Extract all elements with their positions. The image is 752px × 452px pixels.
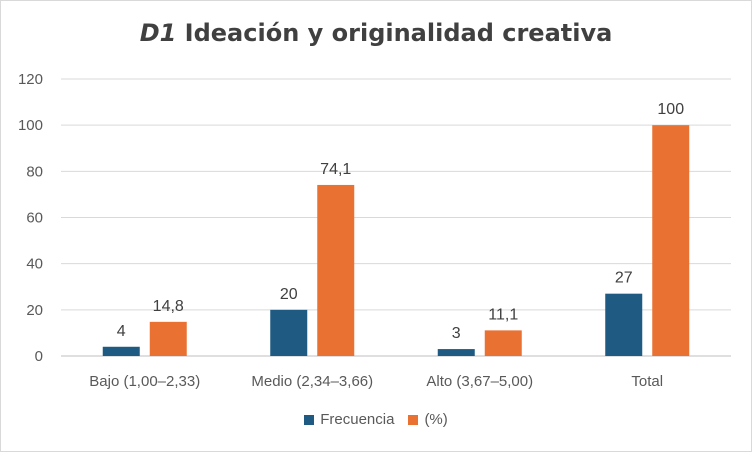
- x-tick-label: Bajo (1,00–2,33): [89, 373, 200, 390]
- y-tick-label: 60: [26, 210, 43, 227]
- data-label: 4: [117, 323, 126, 340]
- legend: Frecuencia (%): [1, 411, 751, 428]
- y-tick-label: 120: [18, 71, 43, 88]
- chart-title: D1 Ideación y originalidad creativa: [1, 19, 751, 47]
- bar-frecuencia: [605, 293, 643, 356]
- x-tick-label: Total: [631, 373, 663, 390]
- x-tick-label: Alto (3,67–5,00): [426, 373, 533, 390]
- chart-title-prefix: D1: [139, 19, 177, 47]
- bar-frecuencia: [270, 309, 308, 356]
- y-tick-label: 0: [35, 348, 43, 365]
- bar-percent: [149, 321, 187, 356]
- legend-item-percent: (%): [408, 411, 448, 428]
- y-tick-label: 80: [26, 163, 43, 180]
- y-tick-label: 40: [26, 256, 43, 273]
- data-label: 20: [280, 286, 298, 303]
- legend-item-frecuencia: Frecuencia: [304, 411, 394, 428]
- chart-title-text: Ideación y originalidad creativa: [184, 19, 613, 47]
- bar-percent: [652, 125, 690, 357]
- data-label: 11,1: [488, 306, 518, 323]
- legend-swatch-frecuencia: [304, 414, 315, 425]
- x-tick-label: Medio (2,34–3,66): [251, 373, 373, 390]
- data-label: 3: [452, 325, 461, 342]
- bar-frecuencia: [102, 346, 140, 356]
- data-label: 27: [615, 270, 633, 287]
- data-label: 100: [657, 101, 684, 118]
- data-label: 74,1: [320, 161, 351, 178]
- bar-frecuencia: [437, 349, 475, 356]
- legend-swatch-percent: [408, 414, 419, 425]
- y-tick-label: 20: [26, 302, 43, 319]
- bar-percent: [484, 330, 522, 356]
- legend-label-percent: (%): [424, 411, 448, 428]
- data-label: 14,8: [153, 298, 184, 315]
- legend-label-frecuencia: Frecuencia: [320, 411, 395, 428]
- bar-percent: [317, 184, 355, 356]
- y-tick-label: 100: [18, 117, 43, 134]
